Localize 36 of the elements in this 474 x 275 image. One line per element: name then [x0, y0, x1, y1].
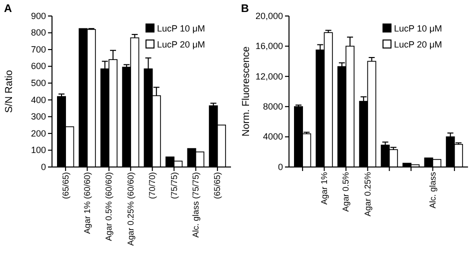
x-tick-label: Agar 0.25% [362, 172, 372, 216]
y-tick-label: 100 [30, 145, 46, 156]
y-axis-title: Norm. Fluorescence [241, 46, 252, 137]
legend-label: LucP 10 μM [157, 24, 206, 34]
legend-label: LucP 20 μM [157, 40, 206, 50]
legend-label: LucP 20 μM [394, 40, 442, 50]
y-tick-label: 800 [30, 28, 46, 38]
y-tick-label: 600 [30, 61, 46, 72]
y-axis-title: S/N Ratio [4, 70, 15, 113]
y-tick-label: 0 [278, 162, 283, 172]
x-tick-label: Agar 1% (60/60) [82, 172, 92, 234]
y-tick-label: 20,000 [255, 10, 283, 21]
x-tick-label: (65/65) [60, 172, 70, 199]
y-tick-label: 900 [30, 10, 46, 21]
y-tick-label: 400 [30, 94, 46, 105]
x-tick-label: Agar 0.5% (60/60) [104, 172, 114, 241]
chart-title: B [241, 3, 249, 15]
y-tick-label: 16,000 [255, 41, 283, 52]
x-tick-label: Agar 0.25% (60/60) [125, 172, 136, 246]
y-tick-label: 12,000 [255, 71, 283, 82]
y-tick-label: 0 [40, 162, 46, 172]
y-tick-label: 8000 [262, 101, 283, 112]
y-tick-label: 4000 [262, 132, 283, 142]
y-tick-label: 500 [30, 78, 46, 88]
x-tick-label: Alc. glass (75/75) [190, 172, 200, 238]
x-tick-label: (75/75) [168, 172, 179, 199]
y-tick-label: 300 [30, 112, 46, 122]
chart-title: A [4, 3, 12, 15]
legend-label: LucP 10 μM [394, 24, 442, 34]
x-tick-label: (70/70) [147, 172, 158, 199]
x-tick-label: (65/65) [212, 172, 222, 199]
y-tick-label: 700 [30, 44, 46, 54]
x-tick-label: Alc. glass [427, 172, 438, 208]
x-tick-label: Agar 0.5% [340, 172, 351, 212]
x-tick-label: Agar 1% [318, 172, 329, 205]
y-tick-label: 200 [30, 128, 46, 138]
